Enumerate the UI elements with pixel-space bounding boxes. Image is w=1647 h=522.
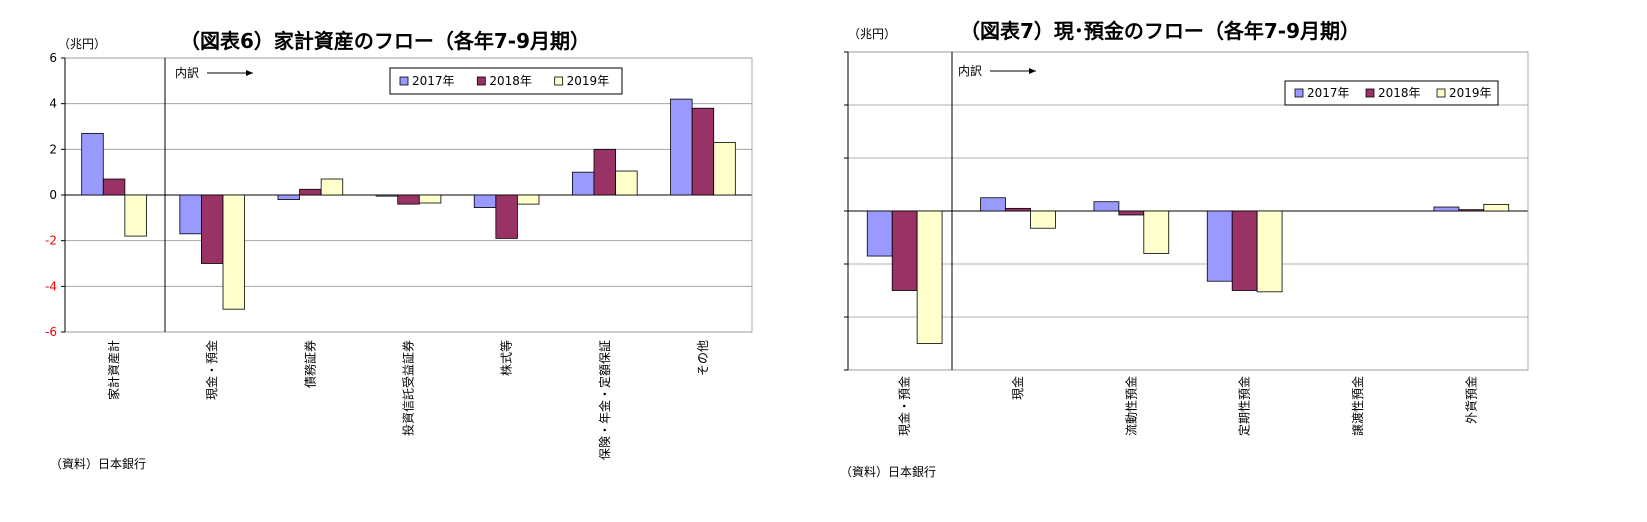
category-label: 家計資産計 — [106, 340, 121, 400]
legend-item-label: 2017年 — [1307, 86, 1350, 100]
bar — [670, 98, 693, 196]
bar — [1483, 203, 1510, 212]
chart-panel-household-assets: （図表6）家計資産のフロー（各年7-9月期） （兆円） （資料）日本銀行 -6 -… — [0, 0, 800, 518]
legend-box — [1284, 80, 1499, 106]
cash-deposits-chart: （図表7）現･預金のフロー（各年7-9月期） （兆円） （資料）日本銀行 -6-… — [828, 19, 1529, 479]
bar — [1005, 207, 1031, 212]
legend-item-label: 2019年 — [1449, 86, 1492, 100]
bar — [1118, 210, 1145, 216]
bar — [1256, 210, 1283, 293]
bar — [375, 194, 399, 197]
bar — [691, 107, 715, 196]
bar — [1433, 206, 1460, 212]
bar — [866, 210, 893, 257]
y-tick-label: -2 — [45, 234, 57, 248]
bar — [201, 194, 224, 264]
bar — [102, 178, 126, 196]
bar — [517, 194, 540, 205]
chart-panel-cash-deposits: （図表7）現･預金のフロー（各年7-9月期） （兆円） （資料）日本銀行 -6-… — [828, 0, 1647, 518]
chart-title: （図表7）現･預金のフロー（各年7-9月期） — [960, 19, 1360, 43]
bar — [713, 142, 736, 196]
bar — [980, 197, 1006, 212]
bar — [277, 194, 300, 200]
bar — [571, 171, 595, 196]
y-tick-label: 4 — [49, 97, 57, 111]
bar — [916, 210, 943, 344]
arrow-head-icon — [1029, 68, 1036, 74]
bar — [1030, 210, 1056, 229]
y-tick-label: -4 — [45, 279, 57, 293]
legend-item-label: 2017年 — [412, 74, 455, 88]
legend-item-label: 2018年 — [489, 74, 532, 88]
bar — [891, 210, 918, 291]
y-tick-label: -6 — [45, 325, 57, 339]
bar — [1143, 210, 1170, 254]
bar — [124, 194, 147, 237]
legend-swatch — [1436, 88, 1446, 98]
bar — [1206, 210, 1233, 282]
category-label: 投資信託受益証券 — [401, 340, 416, 436]
bar — [1093, 201, 1120, 212]
legend-swatch — [1365, 88, 1375, 98]
source-note: （資料）日本銀行 — [50, 457, 146, 471]
y-tick-label: 2 — [49, 142, 57, 156]
bar — [397, 194, 420, 205]
category-label: 定期性預金 — [1237, 376, 1252, 436]
bar — [495, 194, 518, 239]
category-label: 流動性預金 — [1123, 376, 1138, 436]
legend-swatch — [1294, 88, 1304, 98]
breakdown-label: 内訳 — [175, 65, 199, 80]
bar — [179, 194, 202, 235]
category-label: 保険・年金・定額保証 — [597, 340, 612, 460]
y-unit-label: （兆円） — [58, 37, 106, 51]
category-label: 株式等 — [499, 340, 514, 376]
y-tick-label: 0 — [49, 188, 57, 202]
breakdown-label: 内訳 — [958, 63, 982, 78]
bar — [418, 194, 442, 204]
y-tick-label: 6 — [49, 51, 57, 65]
legend-box — [389, 67, 623, 95]
legend-item-label: 2019年 — [567, 74, 610, 88]
bar — [473, 194, 497, 208]
y-unit-label: （兆円） — [848, 27, 896, 41]
bar — [593, 148, 616, 196]
bar — [1231, 210, 1258, 291]
legend-swatch — [476, 76, 486, 86]
category-label: 現金・預金 — [897, 376, 912, 436]
category-label: 現金 — [1010, 376, 1025, 400]
household-assets-chart: （図表6）家計資産のフロー（各年7-9月期） （兆円） （資料）日本銀行 -6 -… — [45, 29, 753, 471]
bar — [1458, 209, 1485, 212]
category-label: 現金・預金 — [204, 340, 219, 400]
bar — [222, 194, 246, 310]
bar — [320, 178, 344, 196]
legend-swatch — [554, 76, 564, 86]
legend-swatch — [399, 76, 409, 86]
arrow-head-icon — [246, 70, 253, 76]
chart-title: （図表6）家計資産のフロー（各年7-9月期） — [180, 29, 590, 53]
category-label: 譲渡性預金 — [1350, 376, 1365, 436]
bar — [299, 188, 322, 196]
category-label: 外貨預金 — [1463, 376, 1478, 424]
category-label: 債務証券 — [302, 340, 317, 388]
bar — [81, 132, 104, 196]
legend-item-label: 2018年 — [1378, 86, 1421, 100]
category-label: その他 — [696, 340, 710, 376]
bar — [615, 170, 638, 196]
source-note: （資料）日本銀行 — [840, 465, 936, 479]
